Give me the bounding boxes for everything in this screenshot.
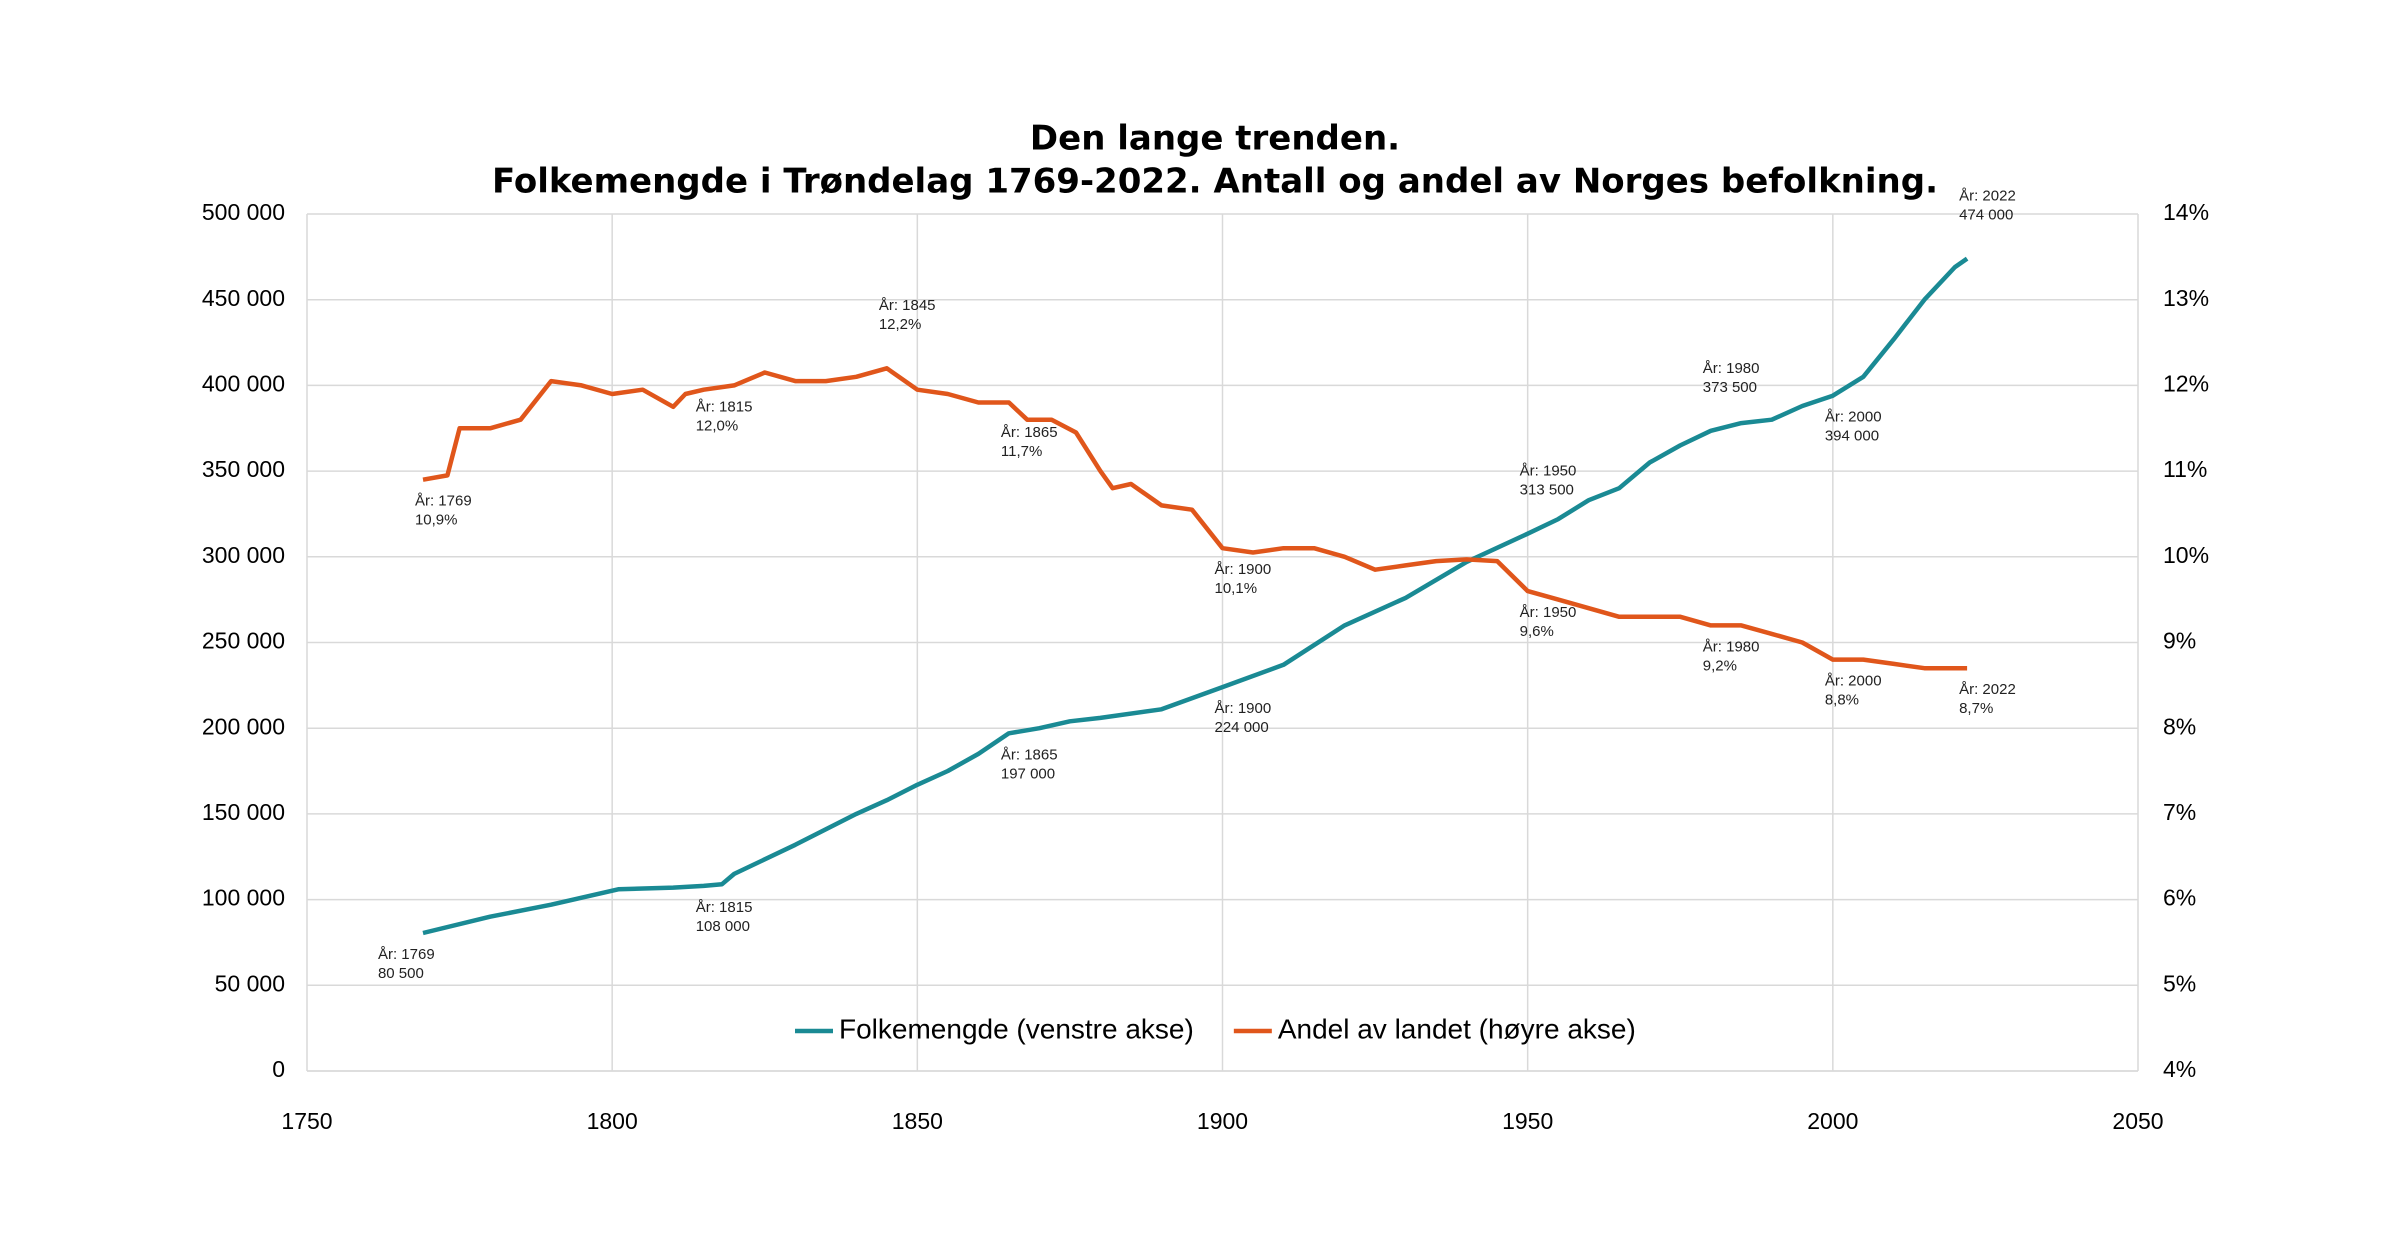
legend-label: Folkemengde (venstre akse): [839, 1013, 1194, 1044]
annotation: År: 1865: [1001, 424, 1058, 441]
y2-tick-label: 5%: [2163, 970, 2196, 996]
y2-tick-label: 14%: [2163, 199, 2209, 225]
y-tick-label: 100 000: [202, 885, 285, 911]
y-tick-label: 0: [272, 1056, 285, 1082]
annotation: År: 1980: [1703, 638, 1760, 655]
y-tick-label: 350 000: [202, 456, 285, 482]
annotation: 11,7%: [1001, 443, 1042, 460]
annotation: 8,8%: [1825, 692, 1859, 709]
x-tick-label: 1750: [281, 1108, 332, 1134]
x-tick-label: 2050: [2112, 1108, 2163, 1134]
annotation: År: 1950: [1520, 463, 1577, 480]
chart-subtitle: Folkemengde i Trøndelag 1769-2022. Antal…: [492, 162, 1938, 202]
annotation: År: 2022: [1959, 188, 2016, 205]
annotation: 313 500: [1520, 482, 1574, 499]
annotation: 373 500: [1703, 379, 1757, 396]
annotation: År: 1845: [879, 297, 936, 314]
y2-tick-label: 10%: [2163, 542, 2209, 568]
annotation: 10,1%: [1215, 580, 1258, 597]
y-tick-label: 300 000: [202, 542, 285, 568]
y-tick-label: 450 000: [202, 285, 285, 311]
annotation: 9,6%: [1520, 623, 1554, 640]
x-tick-label: 2000: [1807, 1108, 1858, 1134]
y-tick-label: 500 000: [202, 199, 285, 225]
x-tick-label: 1850: [892, 1108, 943, 1134]
annotation: 80 500: [378, 965, 424, 982]
annotation: År: 1865: [1001, 746, 1058, 763]
annotation: År: 2000: [1825, 673, 1882, 690]
y-tick-label: 250 000: [202, 628, 285, 654]
annotation: 197 000: [1001, 765, 1055, 782]
annotation: År: 2000: [1825, 409, 1882, 426]
annotation: År: 1900: [1215, 700, 1272, 717]
annotation: 394 000: [1825, 428, 1879, 445]
y2-tick-label: 8%: [2163, 713, 2196, 739]
y2-tick-label: 13%: [2163, 285, 2209, 311]
annotation: År: 1815: [696, 398, 753, 415]
y-tick-label: 50 000: [215, 970, 285, 996]
annotation: År: 1900: [1215, 561, 1272, 578]
y2-tick-label: 11%: [2163, 456, 2207, 482]
annotation: 108 000: [696, 918, 750, 935]
annotation: 224 000: [1215, 719, 1269, 736]
series-line: [422, 256, 1969, 936]
x-tick-label: 1950: [1502, 1108, 1553, 1134]
legend-label: Andel av landet (høyre akse): [1278, 1013, 1636, 1044]
y-tick-label: 400 000: [202, 370, 285, 396]
annotation: 10,9%: [415, 512, 458, 529]
annotation: År: 1769: [415, 493, 472, 510]
annotation: 474 000: [1959, 207, 2013, 224]
annotation: År: 1950: [1520, 604, 1577, 621]
y2-tick-label: 7%: [2163, 799, 2196, 825]
y2-tick-label: 6%: [2163, 885, 2196, 911]
annotation: 8,7%: [1959, 700, 1993, 717]
annotation: År: 2022: [1959, 681, 2016, 698]
annotation: 12,0%: [696, 417, 739, 434]
y-tick-label: 200 000: [202, 713, 285, 739]
x-tick-label: 1800: [587, 1108, 638, 1134]
y-tick-label: 150 000: [202, 799, 285, 825]
annotation: 12,2%: [879, 316, 922, 333]
annotation: 9,2%: [1703, 657, 1737, 674]
y2-tick-label: 9%: [2163, 628, 2196, 654]
annotation: År: 1769: [378, 946, 435, 963]
series-line: [422, 366, 1968, 671]
chart-title: Den lange trenden.: [1030, 119, 1400, 159]
x-tick-label: 1900: [1197, 1108, 1248, 1134]
annotation: År: 1815: [696, 899, 753, 916]
y2-tick-label: 4%: [2163, 1056, 2196, 1082]
y2-tick-label: 12%: [2163, 370, 2209, 396]
annotation: År: 1980: [1703, 360, 1760, 377]
